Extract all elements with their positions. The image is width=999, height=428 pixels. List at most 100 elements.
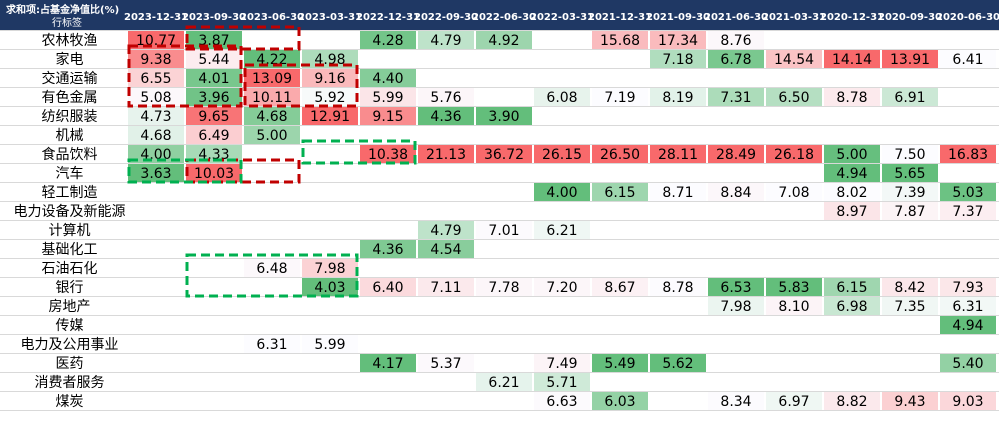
heatmap-cell <box>476 145 532 163</box>
cell-value: 4.54 <box>430 242 461 258</box>
cell-value: 14.54 <box>774 52 814 68</box>
cell-value: 7.37 <box>952 204 983 220</box>
cell-value: 9.16 <box>314 71 345 87</box>
cell-value: 5.37 <box>430 356 461 372</box>
cell-value: 8.84 <box>720 185 751 201</box>
cell-value: 7.98 <box>314 261 345 277</box>
cell-value: 8.67 <box>604 280 635 296</box>
heatmap-cell <box>186 126 242 144</box>
cell-value: 6.41 <box>952 52 983 68</box>
column-header: 2022-09-30 <box>414 12 478 23</box>
heatmap-cell <box>360 354 416 372</box>
heatmap-cell <box>592 183 648 201</box>
row-label: 基础化工 <box>42 241 98 258</box>
cell-value: 4.68 <box>256 109 287 125</box>
row-label: 机械 <box>56 128 84 144</box>
row-label: 计算机 <box>49 223 91 239</box>
annotation-box-red <box>185 158 301 184</box>
cell-value: 26.18 <box>774 147 814 163</box>
cell-value: 7.08 <box>778 185 809 201</box>
cell-value: 7.01 <box>488 223 519 239</box>
cell-value: 8.71 <box>662 185 693 201</box>
cell-value: 4.79 <box>430 33 461 49</box>
cell-value: 8.10 <box>778 299 809 315</box>
heatmap-cell <box>766 145 822 163</box>
heatmap-cell <box>766 297 822 315</box>
cell-value: 6.63 <box>546 394 577 410</box>
heatmap-cell <box>592 354 648 372</box>
cell-value: 4.28 <box>372 33 403 49</box>
cell-value: 6.21 <box>488 375 519 391</box>
heatmap-cell <box>882 164 938 182</box>
row-labels: 农林牧渔家电交通运输有色金属纺织服装机械食品饮料汽车轻工制造电力设备及新能源计算… <box>14 33 126 410</box>
heatmap-cell <box>824 202 880 220</box>
cell-value: 3.63 <box>140 166 171 182</box>
cell-value: 5.92 <box>314 90 345 106</box>
row-label: 纺织服装 <box>42 109 98 125</box>
row-label: 石油石化 <box>42 261 98 277</box>
cell-value: 10.38 <box>368 147 408 163</box>
cell-value: 9.15 <box>372 109 403 125</box>
heatmap-cell <box>128 145 184 163</box>
heatmap-cell <box>476 373 532 391</box>
cell-value: 6.08 <box>546 90 577 106</box>
heatmap-cell <box>592 31 648 49</box>
heatmap-cell <box>766 183 822 201</box>
heatmap-cell <box>650 88 706 106</box>
heatmap-cell <box>534 373 590 391</box>
heatmap-cell <box>708 183 764 201</box>
heatmap-cell <box>592 392 648 410</box>
heatmap-cell <box>592 88 648 106</box>
heatmap-cell <box>128 50 184 68</box>
cell-value: 5.65 <box>894 166 925 182</box>
heatmap-cell <box>534 145 590 163</box>
heatmap-cell <box>418 88 474 106</box>
cell-value: 5.00 <box>256 128 287 144</box>
column-header: 2022-12-31 <box>356 12 420 23</box>
cell-value: 6.15 <box>836 280 867 296</box>
heatmap-cell <box>476 221 532 239</box>
row-label: 电力及公用事业 <box>21 337 119 353</box>
heatmap-cell <box>418 31 474 49</box>
header-background <box>0 0 999 30</box>
heatmap-cell <box>534 278 590 296</box>
row-header-label: 行标签 <box>52 16 82 29</box>
cell-value: 6.97 <box>778 394 809 410</box>
heatmap-cell <box>186 69 242 87</box>
heatmap-cell <box>940 183 996 201</box>
row-label: 房地产 <box>49 299 91 315</box>
cell-value: 5.76 <box>430 90 461 106</box>
cell-value: 5.44 <box>198 52 229 68</box>
column-header: 2020-06-30 <box>936 12 999 23</box>
cell-value: 5.00 <box>836 147 867 163</box>
heatmap-cell <box>128 164 184 182</box>
cell-value: 6.40 <box>372 280 403 296</box>
heatmap-cell <box>244 259 300 277</box>
cell-value: 4.36 <box>372 242 403 258</box>
cell-value: 4.40 <box>372 71 403 87</box>
cell-value: 6.15 <box>604 185 635 201</box>
heatmap-cell <box>650 278 706 296</box>
heatmap-cell <box>186 50 242 68</box>
cell-value: 4.36 <box>430 109 461 125</box>
row-label: 医药 <box>56 356 84 372</box>
cell-value: 4.94 <box>836 166 867 182</box>
heatmap-cell <box>708 50 764 68</box>
cell-value: 26.15 <box>542 147 582 163</box>
cell-value: 4.01 <box>198 71 229 87</box>
heatmap-cell <box>302 107 358 125</box>
heatmap-cell <box>708 145 764 163</box>
heatmap-cell <box>882 297 938 315</box>
heatmap-cell <box>650 354 706 372</box>
heatmap-cell <box>360 31 416 49</box>
cell-value: 12.91 <box>310 109 350 125</box>
cell-value: 28.11 <box>658 147 698 163</box>
heatmap-cell <box>128 88 184 106</box>
column-header: 2023-12-31 <box>124 12 188 23</box>
heatmap-cell <box>128 126 184 144</box>
heatmap-cell <box>824 278 880 296</box>
heatmap-cell <box>244 107 300 125</box>
heatmap-cell <box>534 88 590 106</box>
heatmap-cell <box>186 107 242 125</box>
